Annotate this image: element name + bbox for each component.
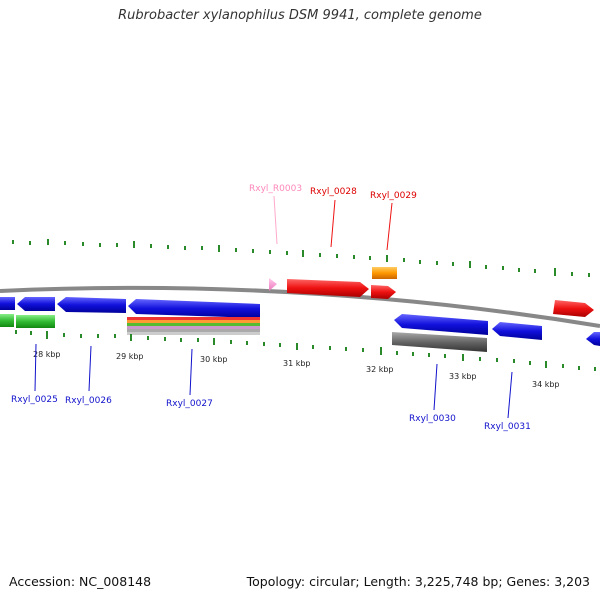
outer-scale-ticks [12, 239, 590, 277]
forward-strand-features [269, 267, 594, 317]
top-gene-labels: Rxyl_R0003 Rxyl_0028 Rxyl_0029 [249, 184, 417, 201]
bottom-label-leaders [34, 343, 513, 419]
label-rxyl-0027[interactable]: Rxyl_0027 [166, 399, 213, 409]
gene-rxyl-0029[interactable] [371, 285, 396, 299]
label-rxyl-0025[interactable]: Rxyl_0025 [11, 395, 58, 405]
label-rxyl-0026[interactable]: Rxyl_0026 [65, 396, 112, 406]
feature-stack-rxyl-0027[interactable] [127, 317, 260, 335]
gene-rxyl-0030[interactable] [394, 314, 488, 335]
scale-label-29kbp: 29 kbp [116, 352, 144, 361]
scale-label-31kbp: 31 kbp [283, 359, 311, 368]
rna-feature-rxyl-r0003[interactable] [269, 278, 277, 291]
feature-green-rxyl-0025[interactable] [16, 315, 55, 328]
accession-text: Accession: NC_008148 [9, 574, 152, 589]
label-rxyl-0029[interactable]: Rxyl_0029 [370, 191, 417, 201]
genome-summary-text: Topology: circular; Length: 3,225,748 bp… [246, 574, 590, 589]
annotation-features [0, 314, 487, 352]
scale-label-30kbp: 30 kbp [200, 355, 228, 364]
scale-label-34kbp: 34 kbp [532, 380, 560, 389]
scale-labels: 28 kbp 29 kbp 30 kbp 31 kbp 32 kbp 33 kb… [33, 350, 560, 389]
gene-reverse-left-edge[interactable] [0, 297, 15, 310]
label-rxyl-0031[interactable]: Rxyl_0031 [484, 422, 531, 432]
gene-rxyl-0031[interactable] [492, 322, 542, 340]
scale-label-33kbp: 33 kbp [449, 372, 477, 381]
gene-rxyl-0028[interactable] [287, 279, 369, 297]
scale-label-28kbp: 28 kbp [33, 350, 61, 359]
feature-gray-rxyl-0030[interactable] [392, 332, 487, 352]
scale-label-32kbp: 32 kbp [366, 365, 394, 374]
label-rxyl-0028[interactable]: Rxyl_0028 [310, 187, 357, 197]
gene-forward-right-edge[interactable] [553, 300, 594, 317]
inner-scale-ticks [15, 330, 596, 371]
label-rxyl-r0003[interactable]: Rxyl_R0003 [249, 184, 302, 194]
feature-rxyl-0029-orange[interactable] [372, 267, 397, 279]
gene-rxyl-0026[interactable] [57, 297, 126, 313]
map-title: Rubrobacter xylanophilus DSM 9941, compl… [118, 8, 482, 23]
gene-rxyl-0025[interactable] [17, 297, 55, 311]
top-label-leaders [273, 195, 393, 251]
gene-rxyl-0027[interactable] [128, 299, 260, 318]
label-rxyl-0030[interactable]: Rxyl_0030 [409, 414, 456, 424]
reverse-strand-features [0, 297, 600, 346]
feature-green-left-edge[interactable] [0, 314, 14, 327]
gene-reverse-right-edge[interactable] [586, 332, 600, 346]
bottom-gene-labels: Rxyl_0025 Rxyl_0026 Rxyl_0027 Rxyl_0030 … [11, 395, 531, 432]
